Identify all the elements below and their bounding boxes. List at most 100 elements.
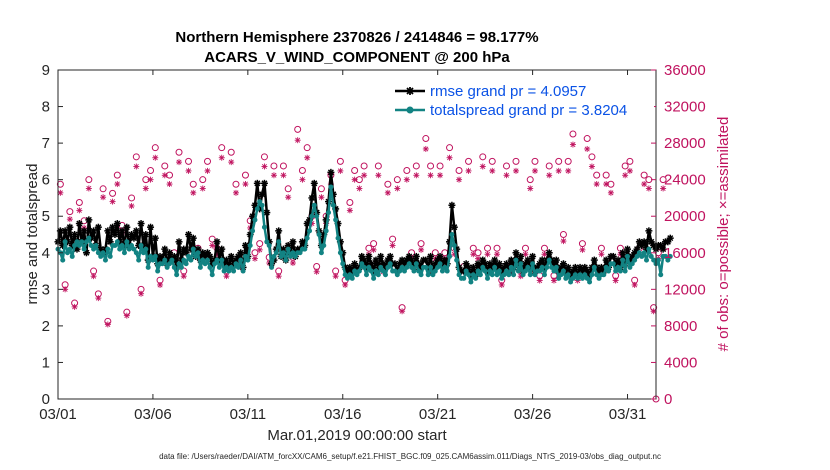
rmse-point [436, 252, 444, 260]
spread-point [214, 257, 220, 263]
spread-point [302, 246, 308, 252]
obs-possible-marker [493, 244, 501, 252]
spread-point [473, 275, 479, 281]
obs-assimilated-marker [114, 181, 121, 188]
spread-point [492, 264, 498, 270]
obs-assimilated-marker [100, 194, 107, 201]
spread-point [636, 250, 642, 256]
plot-area-frame [57, 69, 657, 400]
spread-point [496, 268, 502, 274]
spread-point [221, 268, 227, 274]
spread-point [60, 257, 66, 263]
obs-assimilated-marker [503, 172, 510, 179]
rmse-point [227, 252, 235, 260]
rmse-point [659, 245, 667, 253]
obs-possible-marker [431, 249, 439, 257]
obs-assimilated-marker [645, 185, 652, 192]
x-tick-label: 03/06 [134, 406, 172, 423]
rmse-point [289, 238, 297, 246]
obs-assimilated-marker [622, 172, 629, 179]
spread-point [423, 264, 429, 270]
spread-point [69, 253, 75, 259]
spread-point [155, 268, 161, 274]
y-right-tick-label: 28000 [664, 135, 706, 152]
rmse-point [469, 263, 477, 271]
spread-point [235, 264, 241, 270]
y-left-tick-label: 1 [42, 354, 50, 371]
y-left-tick-label: 0 [42, 391, 50, 408]
obs-assimilated-marker [176, 159, 183, 166]
rmse-point [161, 245, 169, 253]
obs-possible-marker [298, 167, 306, 175]
obs-possible-marker [109, 189, 117, 197]
obs-assimilated-marker [90, 273, 97, 280]
spread-point [504, 268, 509, 274]
spread-point [487, 268, 493, 274]
spread-point [539, 264, 545, 270]
spread-point [378, 264, 384, 270]
rmse-point [109, 223, 117, 231]
spread-point [335, 235, 341, 241]
spread-point [131, 246, 137, 252]
spread-point [568, 279, 574, 285]
obs-assimilated-marker [138, 290, 145, 297]
spread-point [98, 253, 104, 259]
y-left-tick-label: 2 [42, 318, 50, 335]
obs-possible-marker [151, 144, 159, 152]
spread-point [518, 261, 524, 267]
spread-point [411, 268, 417, 274]
obs-possible-marker [251, 249, 259, 257]
obs-possible-marker [175, 148, 183, 156]
obs-possible-marker [578, 240, 586, 248]
y-right-tick-label: 8000 [664, 318, 697, 335]
obs-possible-marker [66, 208, 74, 216]
spread-point [477, 272, 483, 278]
spread-point [489, 272, 495, 278]
spread-point [594, 272, 600, 278]
spread-point [288, 253, 294, 259]
spread-point [72, 242, 78, 248]
obs-assimilated-marker [384, 189, 391, 196]
obs-assimilated-marker [375, 172, 382, 179]
spread-point [138, 242, 144, 248]
obs-assimilated-marker [399, 308, 406, 315]
rmse-point [263, 209, 271, 217]
obs-assimilated-marker [218, 154, 225, 161]
obs-possible-marker [313, 262, 321, 270]
rmse-point [80, 227, 88, 235]
spread-point [316, 232, 322, 237]
obs-assimilated-marker [512, 167, 519, 174]
obs-assimilated-marker [261, 163, 268, 170]
spread-point [382, 272, 388, 278]
obs-assimilated-marker [270, 172, 277, 179]
rmse-point [258, 190, 266, 198]
obs-assimilated-marker [555, 167, 562, 174]
spread-point [76, 242, 82, 248]
obs-assimilated-marker [422, 145, 429, 152]
spread-point [387, 261, 393, 267]
spread-point [532, 272, 538, 278]
obs-possible-marker [132, 153, 140, 161]
rmse-point [427, 252, 435, 260]
y-axis-left-label: rmse and totalspread [24, 164, 41, 305]
obs-count-markers [56, 125, 667, 403]
spread-point [449, 232, 455, 237]
spread-point [285, 246, 291, 252]
spread-point [347, 272, 353, 278]
obs-assimilated-marker [342, 281, 349, 288]
rmse-point [85, 216, 93, 224]
rmse-point [82, 249, 90, 257]
spread-point [437, 261, 443, 267]
spread-point [603, 264, 609, 270]
spread-point [250, 228, 256, 234]
spread-point [560, 268, 566, 274]
obs-possible-marker [474, 249, 482, 257]
obs-assimilated-marker [560, 238, 567, 245]
obs-assimilated-marker [123, 312, 130, 319]
obs-assimilated-marker [584, 145, 591, 152]
rmse-point [241, 241, 249, 249]
rmse-point [111, 231, 119, 238]
spread-point [64, 250, 70, 256]
obs-possible-marker [626, 157, 634, 165]
